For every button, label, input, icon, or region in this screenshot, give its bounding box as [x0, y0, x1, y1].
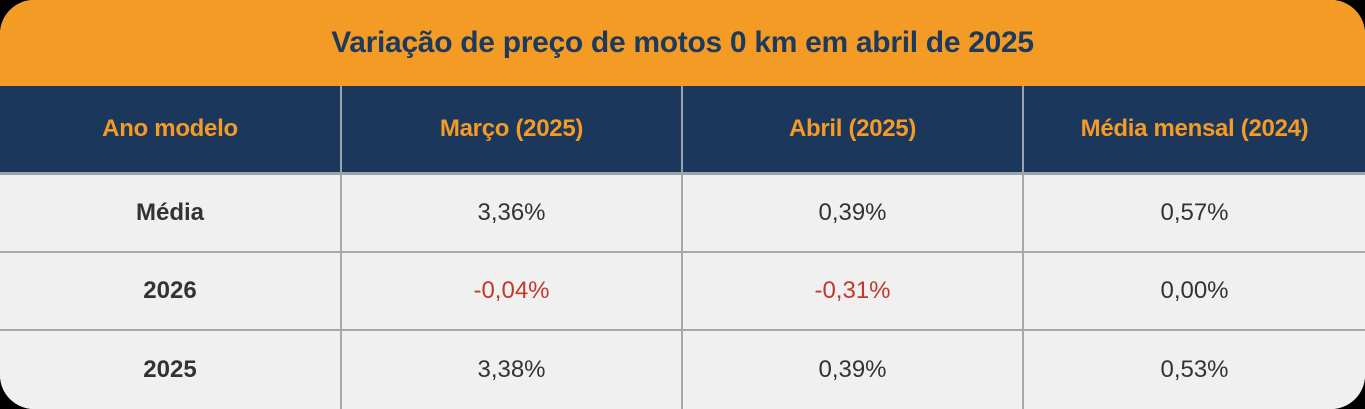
cell-abril: -0,31%: [681, 252, 1023, 331]
cell-marco: 3,36%: [340, 173, 682, 253]
cell-abril: 0,39%: [681, 173, 1023, 253]
header-ano-modelo: Ano modelo: [0, 86, 341, 175]
table-row: 2025 3,38% 0,39% 0,53%: [0, 330, 1365, 409]
row-label-2026: 2026: [0, 252, 341, 331]
header-row: Ano modelo Março (2025) Abril (2025) Méd…: [0, 86, 1365, 175]
title-bar: Variação de preço de motos 0 km em abril…: [0, 0, 1365, 86]
header-marco-2025: Março (2025): [340, 86, 682, 175]
cell-media-mensal: 0,57%: [1022, 173, 1365, 253]
cell-marco: -0,04%: [340, 252, 682, 331]
cell-marco: 3,38%: [340, 330, 682, 409]
table-row: 2026 -0,04% -0,31% 0,00%: [0, 252, 1365, 331]
row-label-media: Média: [0, 173, 341, 253]
cell-media-mensal: 0,53%: [1022, 330, 1365, 409]
cell-media-mensal: 0,00%: [1022, 252, 1365, 331]
price-variation-table: Ano modelo Março (2025) Abril (2025) Méd…: [0, 86, 1365, 409]
table-title: Variação de preço de motos 0 km em abril…: [331, 26, 1034, 59]
header-media-mensal-2024: Média mensal (2024): [1022, 86, 1365, 175]
cell-abril: 0,39%: [681, 330, 1023, 409]
row-label-2025: 2025: [0, 330, 341, 409]
header-abril-2025: Abril (2025): [681, 86, 1023, 175]
table-row: Média 3,36% 0,39% 0,57%: [0, 173, 1365, 253]
